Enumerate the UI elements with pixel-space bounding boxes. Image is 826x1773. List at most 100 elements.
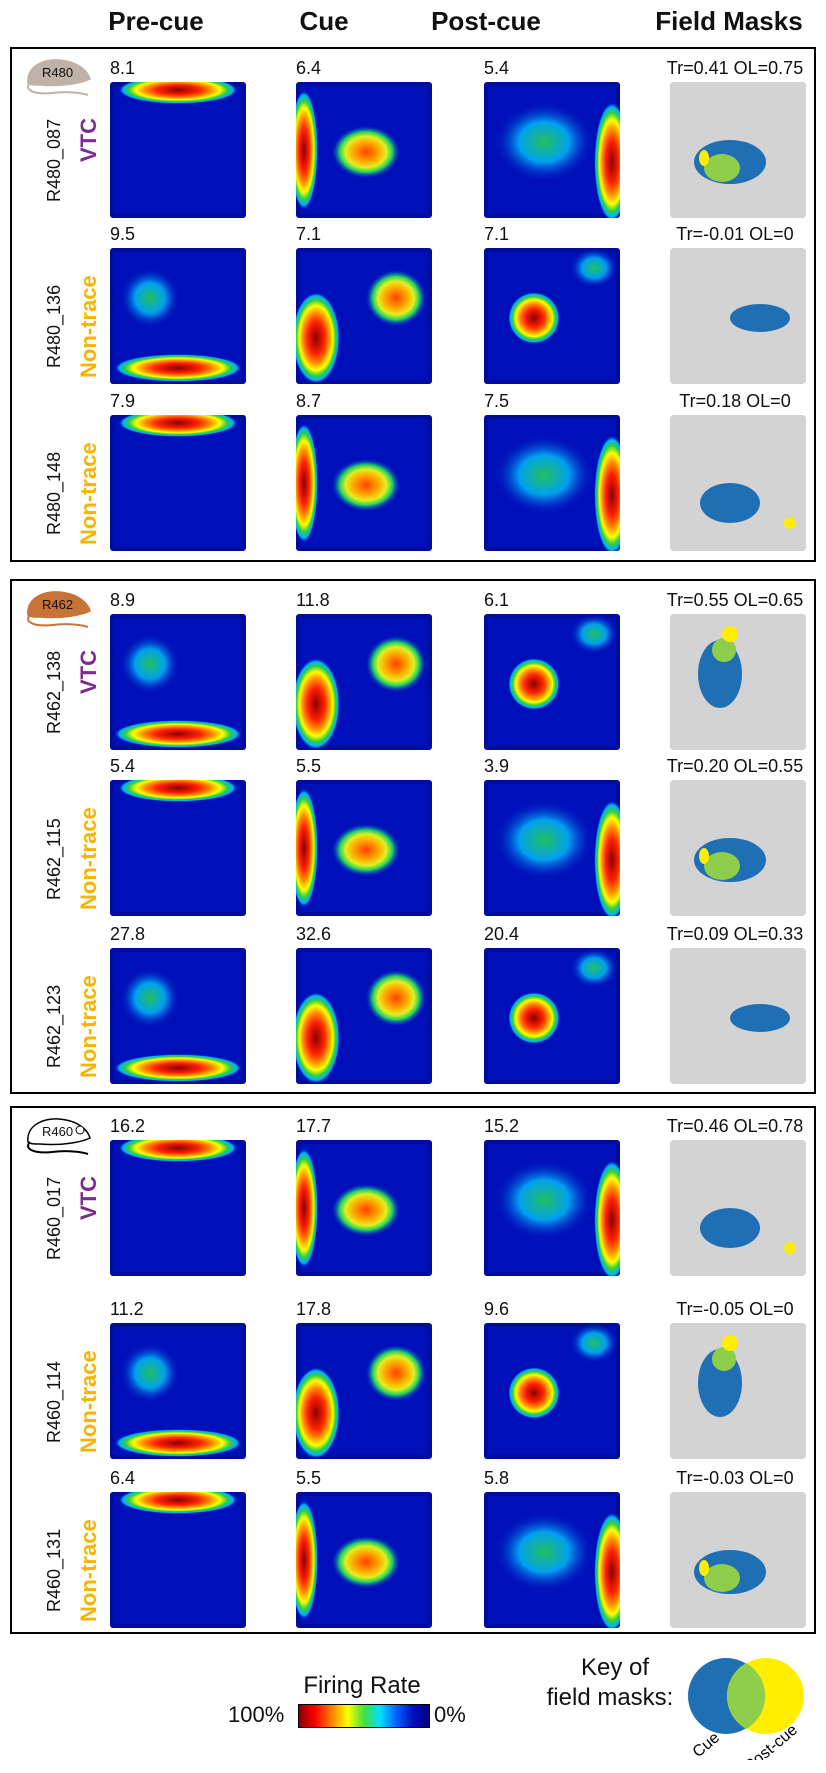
trace-overlap-stats: Tr=0.55 OL=0.65	[666, 590, 804, 610]
trace-overlap-stats: Tr=-0.03 OL=0	[676, 1468, 794, 1488]
cell-type-label: Non-trace	[76, 807, 101, 910]
cue-rate-map	[292, 248, 432, 384]
field-mask	[670, 415, 806, 551]
peak-rate-label: 11.8	[296, 590, 330, 610]
peak-rate-label: 20.4	[484, 924, 520, 944]
pre-cue-rate-map	[110, 614, 246, 750]
cell-type-label: Non-trace	[76, 975, 101, 1078]
pre-cue-rate-map	[110, 409, 246, 551]
cue-rate-map	[290, 1140, 432, 1276]
peak-rate-label: 5.5	[296, 1468, 322, 1488]
trace-overlap-stats: Tr=0.09 OL=0.33	[666, 924, 804, 944]
pre-cue-rate-map	[110, 248, 246, 384]
trace-overlap-stats: Tr=0.18 OL=0	[679, 391, 791, 411]
peak-rate-label: 16.2	[110, 1116, 146, 1136]
rat-icon-gray	[22, 53, 94, 97]
cue-rate-map	[292, 1323, 432, 1459]
cell-id-label: R462_138	[44, 650, 64, 734]
field-mask	[670, 780, 806, 916]
peak-rate-label: 3.9	[484, 756, 510, 776]
post-cue-rate-map	[484, 780, 630, 920]
colorbar-max-label: 100%	[228, 1702, 285, 1727]
field-mask-key: Cue Post-cue	[688, 1658, 804, 1760]
pre-cue-rate-map	[110, 1134, 246, 1276]
header-cue: Cue	[299, 6, 349, 36]
peak-rate-label: 5.4	[484, 58, 510, 78]
peak-rate-label: 11.2	[110, 1299, 144, 1319]
colorbar-title: Firing Rate	[303, 1672, 421, 1699]
pre-cue-rate-map	[110, 1323, 246, 1459]
cell-type-label: Non-trace	[76, 442, 101, 545]
pre-cue-rate-map	[110, 1486, 246, 1628]
rat-label: R462	[42, 597, 74, 612]
field-mask	[670, 82, 806, 218]
cell-type-label: Non-trace	[76, 1519, 101, 1622]
cell-id-label: R480_148	[44, 451, 64, 535]
peak-rate-label: 5.5	[296, 756, 322, 776]
peak-rate-label: 8.7	[296, 391, 322, 411]
post-cue-rate-map	[484, 1492, 630, 1632]
pre-cue-rate-map	[110, 76, 246, 218]
peak-rate-label: 9.6	[484, 1299, 510, 1319]
post-cue-rate-map	[484, 1323, 620, 1459]
post-cue-rate-map	[484, 248, 620, 384]
peak-rate-label: 6.1	[484, 590, 510, 610]
header-pre-cue: Pre-cue	[108, 6, 204, 36]
trace-overlap-stats: Tr=0.20 OL=0.55	[666, 756, 804, 776]
post-cue-rate-map	[484, 614, 620, 750]
field-mask	[670, 1323, 806, 1459]
peak-rate-label: 15.2	[484, 1116, 520, 1136]
header-field-masks: Field Masks	[655, 6, 803, 36]
post-cue-rate-map	[484, 415, 630, 555]
cue-rate-map	[292, 948, 432, 1084]
peak-rate-label: 17.8	[296, 1299, 332, 1319]
trace-overlap-stats: Tr=-0.01 OL=0	[676, 224, 794, 244]
cue-rate-map	[292, 614, 432, 750]
cell-type-label: Non-trace	[76, 1350, 101, 1453]
peak-rate-label: 9.5	[110, 224, 136, 244]
peak-rate-label: 6.4	[296, 58, 322, 78]
field-mask	[670, 948, 806, 1084]
trace-overlap-stats: Tr=0.46 OL=0.78	[666, 1116, 804, 1136]
cue-rate-map	[290, 1492, 432, 1628]
field-mask	[670, 614, 806, 750]
pre-cue-rate-map	[110, 774, 246, 916]
rat-icon-brown	[22, 585, 94, 629]
peak-rate-label: 17.7	[296, 1116, 332, 1136]
firing-rate-colorbar	[298, 1704, 430, 1728]
header-post-cue: Post-cue	[431, 6, 541, 36]
peak-rate-label: 7.1	[296, 224, 322, 244]
key-title-line1: Key of	[580, 1654, 650, 1681]
peak-rate-label: 7.9	[110, 391, 136, 411]
cell-type-label: Non-trace	[76, 275, 101, 378]
cell-type-label: VTC	[76, 118, 101, 162]
cell-type-label: VTC	[76, 650, 101, 694]
post-cue-rate-map	[484, 82, 630, 222]
peak-rate-label: 5.4	[110, 756, 136, 776]
cue-rate-map	[290, 82, 432, 218]
post-cue-rate-map	[484, 948, 620, 1084]
cell-type-label: VTC	[76, 1176, 101, 1220]
colorbar-min-label: 0%	[434, 1702, 466, 1727]
cue-rate-map	[290, 415, 432, 551]
cue-rate-map	[290, 780, 432, 916]
cell-id-label: R462_123	[44, 984, 64, 1068]
peak-rate-label: 6.4	[110, 1468, 136, 1488]
cell-id-label: R480_136	[44, 284, 64, 368]
peak-rate-label: 8.1	[110, 58, 136, 78]
cell-id-label: R460_017	[44, 1176, 64, 1260]
cell-id-label: R460_114	[44, 1361, 64, 1443]
peak-rate-label: 32.6	[296, 924, 332, 944]
peak-rate-label: 5.8	[484, 1468, 510, 1488]
peak-rate-label: 8.9	[110, 590, 136, 610]
trace-overlap-stats: Tr=0.41 OL=0.75	[666, 58, 804, 78]
cell-id-label: R460_131	[44, 1528, 64, 1612]
peak-rate-label: 27.8	[110, 924, 146, 944]
post-cue-rate-map	[484, 1140, 630, 1280]
field-mask	[670, 1492, 806, 1628]
key-title-line2: field masks:	[546, 1684, 674, 1711]
rat-label: R460	[42, 1124, 74, 1139]
cell-id-label: R480_087	[44, 118, 64, 202]
peak-rate-label: 7.1	[484, 224, 510, 244]
field-mask	[670, 1140, 806, 1276]
